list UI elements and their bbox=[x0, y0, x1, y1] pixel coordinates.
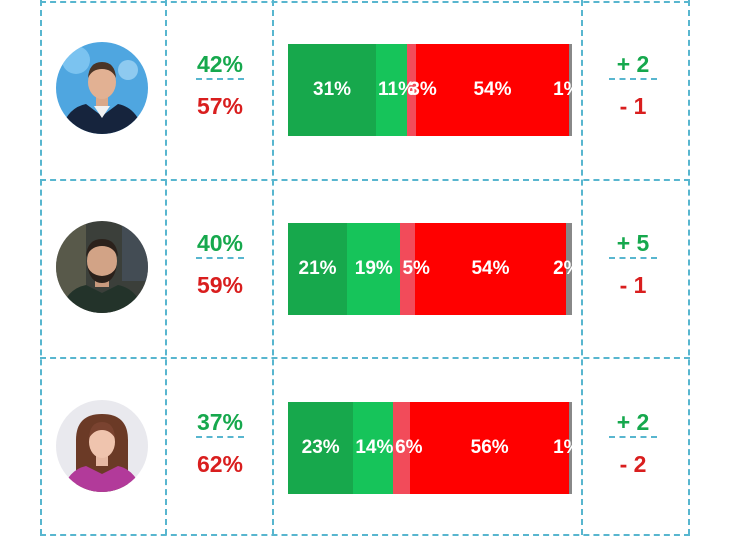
change-plus: + 2 bbox=[616, 51, 650, 77]
approve-percent: 42% bbox=[196, 51, 244, 77]
change-plus: + 5 bbox=[616, 230, 650, 256]
segment-approve bbox=[347, 223, 401, 315]
change-plus: + 2 bbox=[616, 409, 650, 435]
segment-disapprove bbox=[400, 223, 415, 315]
approval-summary: 37% 62% bbox=[172, 408, 268, 478]
divider bbox=[196, 257, 244, 259]
segment-label: 11% bbox=[378, 79, 416, 100]
stacked-bar: 31% 11%3% 54% 1% bbox=[288, 44, 572, 136]
approval-summary: 40% 59% bbox=[172, 229, 268, 299]
change-minus: - 1 bbox=[619, 93, 647, 119]
segment-strong-approve bbox=[288, 223, 348, 315]
segment-disapprove bbox=[393, 402, 411, 494]
segment-label: 54% bbox=[473, 79, 512, 100]
segment-label: 1% bbox=[553, 437, 572, 458]
segment-label: 3% bbox=[409, 79, 437, 100]
grid-line bbox=[272, 0, 274, 535]
segment-strong-disapprove bbox=[415, 44, 570, 136]
segment-no-answer bbox=[569, 402, 572, 494]
divider bbox=[196, 78, 244, 80]
table-row: 37% 62% 23% 14%6% 56% 1% + 2 - 2 bbox=[0, 358, 730, 536]
segment-strong-approve bbox=[288, 44, 377, 136]
change-minus: - 2 bbox=[619, 451, 647, 477]
segment-label: 31% bbox=[313, 79, 352, 100]
segment-no-answer bbox=[566, 223, 572, 315]
segment-label: 14% bbox=[355, 437, 394, 458]
divider bbox=[609, 78, 657, 80]
table-row: 42% 57% 31% 11%3% 54% 1% + 2 - 1 bbox=[0, 0, 730, 178]
approval-summary: 42% 57% bbox=[172, 50, 268, 120]
segment-approve bbox=[353, 402, 394, 494]
disapprove-percent: 57% bbox=[196, 93, 244, 119]
segment-label: 56% bbox=[470, 437, 509, 458]
change-summary: + 2 - 2 bbox=[600, 408, 666, 478]
segment-label: 5% bbox=[402, 258, 430, 279]
segment-no-answer bbox=[569, 44, 572, 136]
approve-percent: 37% bbox=[196, 409, 244, 435]
segment-label: 6% bbox=[395, 437, 423, 458]
segment-label: 19% bbox=[354, 258, 393, 279]
grid-line bbox=[40, 0, 42, 535]
divider bbox=[196, 436, 244, 438]
disapprove-percent: 59% bbox=[196, 272, 244, 298]
segment-label: 2% bbox=[553, 258, 572, 279]
change-summary: + 2 - 1 bbox=[600, 50, 666, 120]
change-minus: - 1 bbox=[619, 272, 647, 298]
grid-line bbox=[40, 1, 690, 3]
stacked-bar: 23% 14%6% 56% 1% bbox=[288, 402, 572, 494]
grid-line bbox=[581, 0, 583, 535]
grid-line bbox=[40, 357, 690, 359]
segment-strong-disapprove bbox=[410, 402, 570, 494]
grid-line bbox=[40, 534, 690, 536]
approve-percent: 40% bbox=[196, 230, 244, 256]
grid-line bbox=[40, 179, 690, 181]
segment-label: 23% bbox=[301, 437, 340, 458]
avatar bbox=[56, 400, 148, 492]
grid-line bbox=[688, 0, 690, 535]
change-summary: + 5 - 1 bbox=[600, 229, 666, 299]
disapprove-percent: 62% bbox=[196, 451, 244, 477]
segment-disapprove bbox=[407, 44, 416, 136]
table-row: 40% 59% 21% 19% 5% 54% 2% + 5 - 1 bbox=[0, 179, 730, 357]
grid-line bbox=[165, 0, 167, 535]
stacked-bar: 21% 19% 5% 54% 2% bbox=[288, 223, 572, 315]
segment-label: 54% bbox=[471, 258, 510, 279]
segment-strong-disapprove bbox=[414, 223, 567, 315]
segment-approve bbox=[376, 44, 408, 136]
divider bbox=[609, 257, 657, 259]
segment-strong-approve bbox=[288, 402, 354, 494]
divider bbox=[609, 436, 657, 438]
avatar bbox=[56, 42, 148, 134]
segment-label: 21% bbox=[298, 258, 337, 279]
segment-label: 1% bbox=[553, 79, 572, 100]
avatar bbox=[56, 221, 148, 313]
